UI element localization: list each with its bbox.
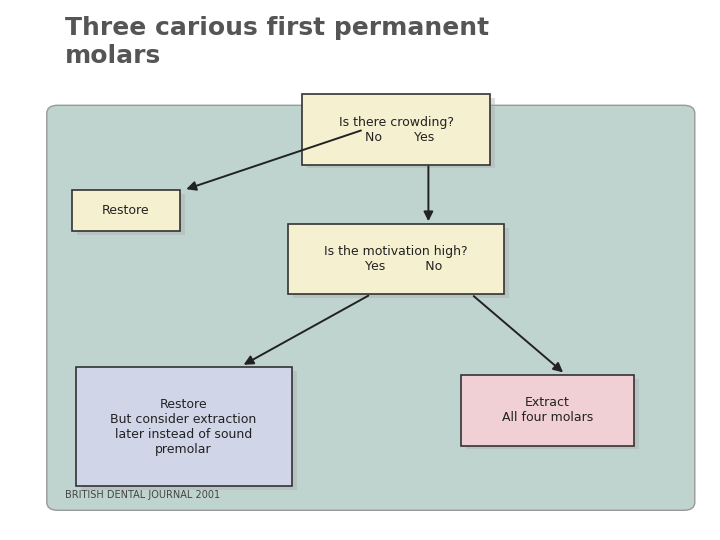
Text: Restore: Restore <box>102 204 150 217</box>
FancyBboxPatch shape <box>461 375 634 445</box>
FancyBboxPatch shape <box>288 224 504 294</box>
FancyBboxPatch shape <box>302 94 490 165</box>
Text: Extract
All four molars: Extract All four molars <box>502 396 593 424</box>
FancyBboxPatch shape <box>72 191 180 231</box>
FancyBboxPatch shape <box>293 228 509 298</box>
FancyBboxPatch shape <box>81 371 297 490</box>
FancyBboxPatch shape <box>466 379 639 449</box>
FancyBboxPatch shape <box>76 367 292 486</box>
FancyBboxPatch shape <box>307 98 495 168</box>
Text: Is the motivation high?
    Yes          No: Is the motivation high? Yes No <box>324 245 468 273</box>
Text: Restore
But consider extraction
later instead of sound
premolar: Restore But consider extraction later in… <box>110 397 257 456</box>
Text: Is there crowding?
  No        Yes: Is there crowding? No Yes <box>338 116 454 144</box>
FancyBboxPatch shape <box>77 194 185 234</box>
FancyBboxPatch shape <box>47 105 695 510</box>
Text: BRITISH DENTAL JOURNAL 2001: BRITISH DENTAL JOURNAL 2001 <box>65 489 220 500</box>
Text: Three carious first permanent
molars: Three carious first permanent molars <box>65 16 489 68</box>
